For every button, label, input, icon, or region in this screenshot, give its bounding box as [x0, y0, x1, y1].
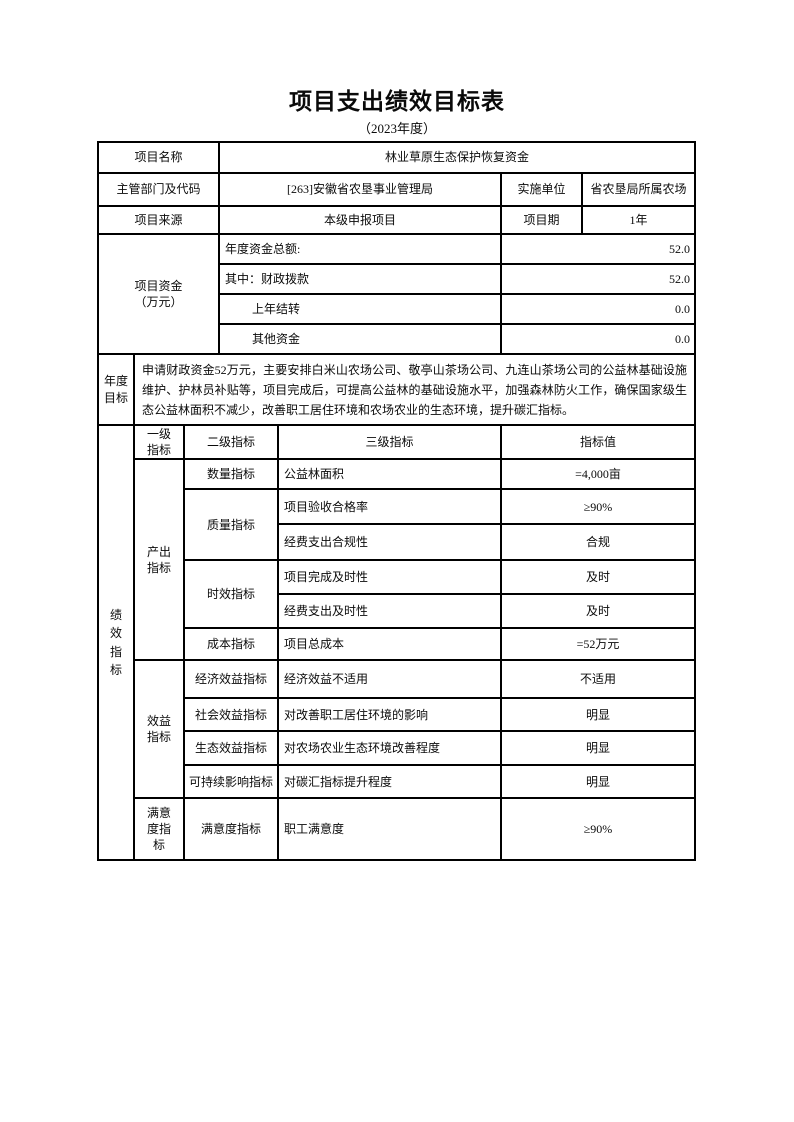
group-benefit-label: 效益指标	[133, 659, 185, 800]
level3-expense-compliance: 经费支出合规性	[277, 523, 502, 562]
impl-unit-label: 实施单位	[500, 172, 583, 207]
value-total-cost: =52万元	[499, 627, 697, 662]
row-source: 项目来源 本级申报项目 项目期 1年	[97, 205, 697, 235]
level3-staff-satisfaction: 职工满意度	[277, 797, 502, 862]
performance-target-table: 项目名称 林业草原生态保护恢复资金 主管部门及代码 [263]安徽省农垦事业管理…	[97, 141, 697, 862]
annual-goal-text: 申请财政资金52万元，主要安排白米山农场公司、敬亭山茶场公司、九连山茶场公司的公…	[132, 353, 697, 426]
fund-carryover-value: 0.0	[499, 293, 697, 325]
source-label: 项目来源	[97, 205, 220, 235]
fund-fiscal-value: 52.0	[499, 263, 697, 295]
level3-forest-area: 公益林面积	[277, 458, 502, 491]
level2-cost: 成本指标	[183, 627, 279, 662]
level3-acceptance-rate: 项目验收合格率	[277, 488, 502, 526]
indicator-row: 经费支出合规性 合规	[98, 523, 697, 562]
group-output-label: 产出指标	[133, 458, 185, 662]
level3-sustainability: 对碳汇指标提升程度	[277, 764, 502, 800]
row-fund-carryover: 上年结转 0.0	[98, 293, 697, 325]
source-value: 本级申报项目	[218, 205, 502, 235]
value-staff-satisfaction: ≥90%	[499, 797, 697, 862]
header-value: 指标值	[499, 423, 697, 461]
row-fund-fiscal: 其中：财政拨款 52.0	[98, 263, 697, 295]
value-sustainability: 明显	[499, 764, 697, 800]
indicator-row: 满意度指标 满意度指标 职工满意度 ≥90%	[98, 797, 697, 862]
row-annual-goal: 年度目标 申请财政资金52万元，主要安排白米山农场公司、敬亭山茶场公司、九连山茶…	[97, 353, 697, 426]
fund-other-label: 其他资金	[218, 323, 502, 355]
indicator-row: 质量指标 项目验收合格率 ≥90%	[98, 488, 697, 562]
fund-total-value: 52.0	[499, 233, 697, 265]
indicator-row: 社会效益指标 对改善职工居住环境的影响 明显	[98, 697, 697, 733]
project-name-value: 林业草原生态保护恢复资金	[217, 141, 697, 174]
level3-ecological: 对农场农业生态环境改善程度	[277, 730, 502, 767]
row-project-name: 项目名称 林业草原生态保护恢复资金	[97, 141, 697, 174]
value-social: 明显	[499, 697, 697, 733]
indicator-row: 经费支出及时性 及时	[98, 593, 697, 630]
fund-other-value: 0.0	[499, 323, 697, 355]
row-department: 主管部门及代码 [263]安徽省农垦事业管理局 实施单位 省农垦局所属农场	[97, 172, 697, 207]
indicator-row: 效益指标 经济效益指标 经济效益不适用 不适用	[98, 659, 697, 800]
value-expense-compliance: 合规	[499, 523, 697, 562]
level3-expense-timeliness: 经费支出及时性	[277, 593, 502, 630]
level3-economic: 经济效益不适用	[277, 659, 502, 700]
period-value: 1年	[580, 205, 697, 235]
level3-total-cost: 项目总成本	[277, 627, 502, 662]
project-name-label: 项目名称	[97, 141, 220, 174]
impl-unit-value: 省农垦局所属农场	[580, 172, 697, 207]
group-satisfaction-label: 满意度指标	[133, 797, 185, 862]
level2-satisfaction: 满意度指标	[183, 797, 279, 862]
indicator-row: 时效指标 项目完成及时性 及时	[98, 559, 697, 630]
level2-quantity: 数量指标	[183, 458, 279, 491]
level2-sustainability: 可持续影响指标	[183, 764, 279, 800]
page-title: 项目支出绩效目标表	[289, 89, 505, 114]
indicators-section-label: 绩效指标	[97, 423, 135, 862]
value-completion-timeliness: 及时	[499, 559, 697, 596]
page-subtitle: （2023年度）	[357, 121, 436, 136]
row-indicator-header: 绩效指标 一级指标 二级指标 三级指标 指标值	[97, 423, 697, 862]
row-fund-total: 项目资金 （万元） 年度资金总额: 52.0	[97, 233, 697, 355]
level2-ecological: 生态效益指标	[183, 730, 279, 767]
level2-economic: 经济效益指标	[183, 659, 279, 700]
header-level1: 一级指标	[133, 423, 185, 461]
fund-total-label: 年度资金总额:	[218, 233, 502, 265]
fund-fiscal-label: 其中：财政拨款	[218, 263, 502, 295]
funds-label: 项目资金 （万元）	[97, 233, 220, 355]
header-level3: 三级指标	[277, 423, 502, 461]
level3-social: 对改善职工居住环境的影响	[277, 697, 502, 733]
annual-goal-label: 年度目标	[97, 353, 135, 426]
period-label: 项目期	[500, 205, 583, 235]
fund-carryover-label: 上年结转	[218, 293, 502, 325]
value-ecological: 明显	[499, 730, 697, 767]
level2-quality: 质量指标	[183, 488, 279, 562]
value-forest-area: =4,000亩	[499, 458, 697, 491]
value-economic: 不适用	[499, 659, 697, 700]
row-fund-other: 其他资金 0.0	[98, 323, 697, 355]
value-expense-timeliness: 及时	[499, 593, 697, 630]
header-level2: 二级指标	[183, 423, 279, 461]
level2-timeliness: 时效指标	[183, 559, 279, 630]
indicator-row: 生态效益指标 对农场农业生态环境改善程度 明显	[98, 730, 697, 767]
indicator-row: 成本指标 项目总成本 =52万元	[98, 627, 697, 662]
value-acceptance-rate: ≥90%	[499, 488, 697, 526]
level2-social: 社会效益指标	[183, 697, 279, 733]
indicator-row: 可持续影响指标 对碳汇指标提升程度 明显	[98, 764, 697, 800]
level3-completion-timeliness: 项目完成及时性	[277, 559, 502, 596]
dept-label: 主管部门及代码	[97, 172, 220, 207]
indicator-row: 产出指标 数量指标 公益林面积 =4,000亩	[98, 458, 697, 662]
dept-value: [263]安徽省农垦事业管理局	[218, 172, 502, 207]
